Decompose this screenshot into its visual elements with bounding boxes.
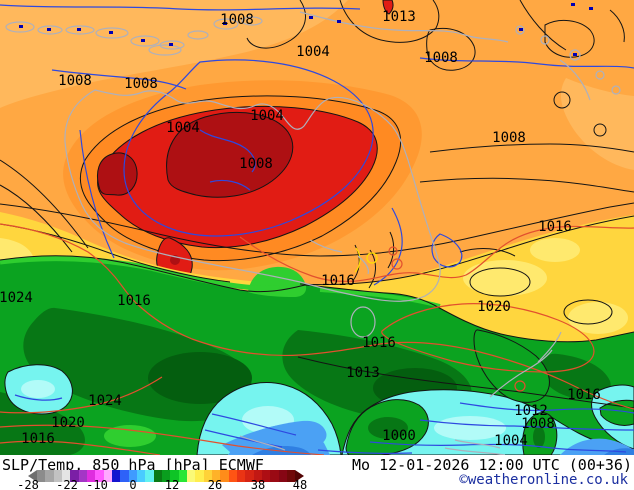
colorbar-segment bbox=[45, 470, 54, 482]
pressure-label: 1008 bbox=[124, 76, 158, 92]
colorbar-segment bbox=[178, 470, 187, 482]
colorbar-segments bbox=[37, 470, 296, 482]
colorbar-segment bbox=[170, 470, 179, 482]
colorbar-segment bbox=[186, 470, 196, 482]
colorbar-segment bbox=[261, 470, 271, 482]
pressure-label: 1016 bbox=[117, 293, 151, 309]
pressure-label: 1020 bbox=[51, 415, 85, 431]
pressure-label: 1008 bbox=[58, 73, 92, 89]
pressure-label: 1013 bbox=[346, 365, 380, 381]
pressure-label: 1016 bbox=[538, 219, 572, 235]
pressure-label: 1008 bbox=[220, 12, 254, 28]
colorbar-segment bbox=[145, 470, 154, 482]
pressure-label: 1000 bbox=[382, 428, 416, 444]
colorbar-segment bbox=[161, 470, 171, 482]
colorbar-segment bbox=[70, 470, 79, 482]
colorbar-tick: 0 bbox=[129, 478, 137, 490]
colorbar-segment bbox=[128, 470, 137, 482]
valid-time: Mo 12-01-2026 12:00 UTC (00+36) bbox=[352, 456, 632, 474]
pressure-label: 1004 bbox=[296, 44, 330, 60]
colorbar-segment bbox=[86, 470, 96, 482]
colorbar-segment bbox=[278, 470, 287, 482]
colorbar-tick: 38 bbox=[250, 478, 266, 490]
pressure-label: 1004 bbox=[494, 433, 528, 449]
pressure-label: 1024 bbox=[0, 290, 33, 306]
colorbar-tick: -10 bbox=[86, 478, 108, 490]
isotherm-lines bbox=[0, 0, 634, 409]
colorbar-segment bbox=[95, 470, 104, 482]
colorbar-segment bbox=[37, 470, 46, 482]
product-title: SLP/Temp. 850 hPa [hPa] ECMWF bbox=[2, 456, 264, 474]
pressure-label: 1008 bbox=[492, 130, 526, 146]
colorbar-segment bbox=[228, 470, 237, 482]
pressure-label: 1016 bbox=[321, 273, 355, 289]
colorbar-segment bbox=[203, 470, 212, 482]
colorbar-segment bbox=[220, 470, 229, 482]
isobar-low-lines bbox=[0, 4, 634, 454]
pressure-label: 1008 bbox=[239, 156, 273, 172]
pressure-label: 1016 bbox=[567, 387, 601, 403]
pressure-label: 1013 bbox=[382, 9, 416, 25]
pressure-label: 1016 bbox=[21, 431, 55, 447]
pressure-label: 1016 bbox=[362, 335, 396, 351]
colorbar-segment bbox=[253, 470, 262, 482]
terrain-contour bbox=[354, 247, 378, 273]
colorbar-segment bbox=[103, 470, 112, 482]
colorbar-segment bbox=[53, 470, 62, 482]
colorbar-segment bbox=[120, 470, 129, 482]
pressure-label: 1008 bbox=[521, 416, 555, 432]
pressure-label: 1008 bbox=[424, 50, 458, 66]
colorbar-tick: 12 bbox=[164, 478, 180, 490]
colorbar-segment bbox=[61, 470, 71, 482]
pressure-label: 1004 bbox=[250, 108, 284, 124]
colorbar-segment bbox=[153, 470, 162, 482]
colorbar-right-arrow-icon bbox=[295, 470, 304, 482]
colorbar-segment bbox=[78, 470, 87, 482]
colorbar-tick: 48 bbox=[292, 478, 308, 490]
pressure-label: 1004 bbox=[166, 120, 200, 136]
colorbar-tick: 26 bbox=[207, 478, 223, 490]
colorbar-segment bbox=[270, 470, 279, 482]
colorbar-tick: -22 bbox=[56, 478, 78, 490]
island-specks bbox=[19, 3, 593, 56]
colorbar-tick: -28 bbox=[17, 478, 39, 490]
temperature-colorbar bbox=[28, 470, 304, 482]
copyright-link[interactable]: ©weatheronline.co.uk bbox=[459, 472, 628, 488]
colorbar-segment bbox=[195, 470, 204, 482]
colorbar-segment bbox=[245, 470, 254, 482]
pressure-label: 1020 bbox=[477, 299, 511, 315]
colorbar-segment bbox=[136, 470, 146, 482]
colorbar-left-arrow-icon bbox=[28, 470, 37, 482]
colorbar-segment bbox=[111, 470, 121, 482]
coastlines bbox=[5, 11, 621, 455]
colorbar-ticks: -28 -22 -10 0 12 26 38 48 bbox=[0, 478, 634, 490]
colorbar-segment bbox=[211, 470, 221, 482]
colorbar-segment bbox=[286, 470, 296, 482]
pressure-label: 1012 bbox=[514, 403, 548, 419]
colorbar-segment bbox=[236, 470, 246, 482]
pressure-label: 1024 bbox=[88, 393, 122, 409]
